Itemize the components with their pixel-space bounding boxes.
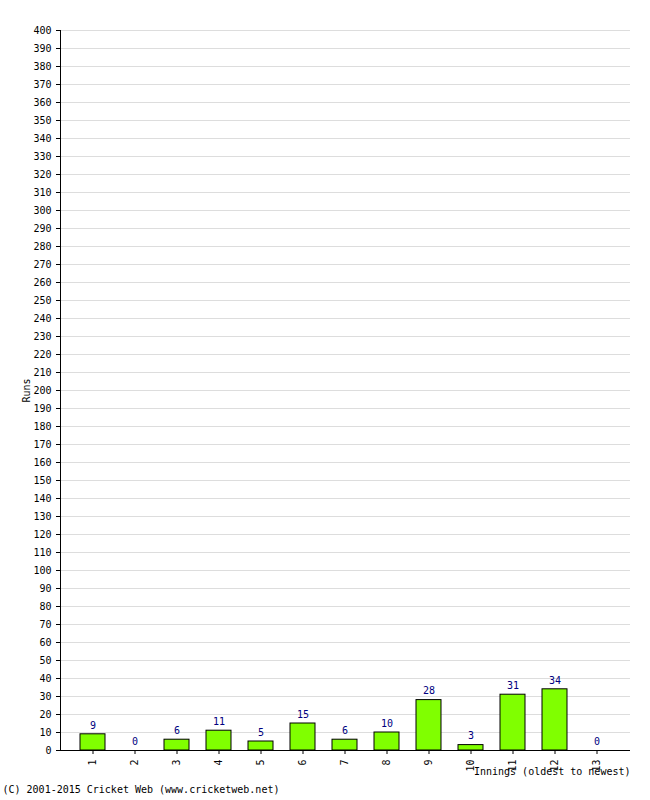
svg-text:260: 260 bbox=[33, 277, 51, 288]
svg-text:0: 0 bbox=[132, 736, 138, 747]
svg-text:220: 220 bbox=[33, 349, 51, 360]
svg-text:320: 320 bbox=[33, 169, 51, 180]
svg-text:5: 5 bbox=[255, 760, 266, 766]
svg-text:140: 140 bbox=[33, 493, 51, 504]
svg-text:6: 6 bbox=[174, 725, 180, 736]
svg-text:210: 210 bbox=[33, 367, 51, 378]
svg-text:190: 190 bbox=[33, 403, 51, 414]
svg-text:170: 170 bbox=[33, 439, 51, 450]
svg-text:28: 28 bbox=[423, 685, 435, 696]
svg-text:300: 300 bbox=[33, 205, 51, 216]
svg-text:230: 230 bbox=[33, 331, 51, 342]
svg-text:280: 280 bbox=[33, 241, 51, 252]
svg-text:60: 60 bbox=[39, 637, 51, 648]
svg-text:6: 6 bbox=[342, 725, 348, 736]
svg-text:4: 4 bbox=[213, 760, 224, 766]
svg-text:80: 80 bbox=[39, 601, 51, 612]
svg-text:30: 30 bbox=[39, 691, 51, 702]
svg-text:290: 290 bbox=[33, 223, 51, 234]
svg-text:9: 9 bbox=[423, 760, 434, 766]
svg-text:400: 400 bbox=[33, 25, 51, 36]
svg-text:160: 160 bbox=[33, 457, 51, 468]
svg-text:360: 360 bbox=[33, 97, 51, 108]
svg-text:100: 100 bbox=[33, 565, 51, 576]
svg-text:200: 200 bbox=[33, 385, 51, 396]
svg-text:10: 10 bbox=[39, 727, 51, 738]
svg-text:3: 3 bbox=[171, 760, 182, 766]
svg-text:150: 150 bbox=[33, 475, 51, 486]
svg-text:250: 250 bbox=[33, 295, 51, 306]
svg-text:(C) 2001-2015 Cricket Web (www: (C) 2001-2015 Cricket Web (www.cricketwe… bbox=[3, 784, 280, 795]
svg-text:310: 310 bbox=[33, 187, 51, 198]
svg-text:20: 20 bbox=[39, 709, 51, 720]
svg-text:7: 7 bbox=[339, 760, 350, 766]
svg-text:40: 40 bbox=[39, 673, 51, 684]
svg-text:8: 8 bbox=[381, 760, 392, 766]
svg-text:1: 1 bbox=[87, 760, 98, 766]
svg-text:130: 130 bbox=[33, 511, 51, 522]
svg-text:240: 240 bbox=[33, 313, 51, 324]
svg-text:70: 70 bbox=[39, 619, 51, 630]
svg-text:90: 90 bbox=[39, 583, 51, 594]
svg-text:31: 31 bbox=[507, 680, 519, 691]
svg-text:370: 370 bbox=[33, 79, 51, 90]
svg-text:270: 270 bbox=[33, 259, 51, 270]
svg-text:3: 3 bbox=[468, 730, 474, 741]
svg-text:5: 5 bbox=[258, 727, 264, 738]
svg-text:0: 0 bbox=[45, 745, 51, 756]
svg-text:380: 380 bbox=[33, 61, 51, 72]
svg-text:390: 390 bbox=[33, 43, 51, 54]
svg-text:9: 9 bbox=[90, 720, 96, 731]
svg-text:Runs: Runs bbox=[21, 378, 32, 402]
svg-text:10: 10 bbox=[381, 718, 393, 729]
svg-text:6: 6 bbox=[297, 760, 308, 766]
svg-text:180: 180 bbox=[33, 421, 51, 432]
svg-text:350: 350 bbox=[33, 115, 51, 126]
svg-text:Innings (oldest to newest): Innings (oldest to newest) bbox=[474, 766, 631, 777]
svg-text:340: 340 bbox=[33, 133, 51, 144]
svg-text:34: 34 bbox=[549, 675, 561, 686]
svg-text:2: 2 bbox=[129, 760, 140, 766]
svg-text:330: 330 bbox=[33, 151, 51, 162]
svg-text:10: 10 bbox=[465, 759, 477, 772]
svg-text:11: 11 bbox=[213, 716, 225, 727]
svg-text:15: 15 bbox=[297, 709, 309, 720]
svg-text:110: 110 bbox=[33, 547, 51, 558]
svg-text:0: 0 bbox=[594, 736, 600, 747]
svg-text:120: 120 bbox=[33, 529, 51, 540]
svg-text:50: 50 bbox=[39, 655, 51, 666]
